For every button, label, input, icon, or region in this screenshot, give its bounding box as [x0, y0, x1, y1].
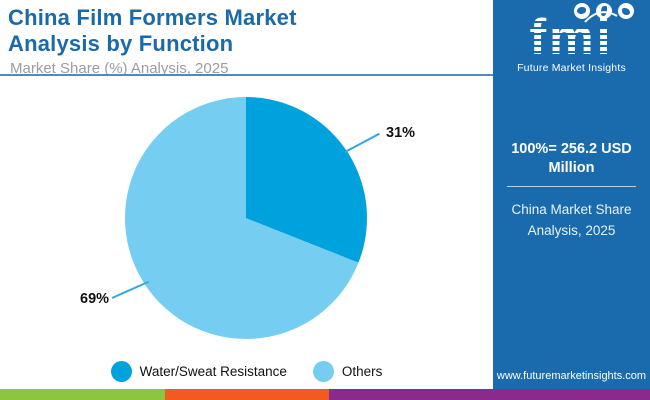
- stripe-segment-green: [0, 389, 165, 400]
- legend-label-others: Others: [341, 364, 383, 379]
- leader-line-water-sweat-resistance: [344, 132, 380, 153]
- page-title-line1: China Film Formers Market: [8, 5, 297, 30]
- logo-swoosh-icon: [583, 11, 618, 23]
- legend-item-others: Others: [312, 361, 383, 382]
- map-americas-icon: [574, 3, 590, 19]
- logo-tagline: Future Market Insights: [517, 62, 626, 74]
- pie-label-water-sweat-resistance: 31%: [386, 125, 416, 141]
- pie: [125, 97, 367, 339]
- sidebar-description: China Market Share Analysis, 2025: [499, 200, 644, 242]
- map-emea-icon: [596, 3, 612, 19]
- stripe-segment-purple: [329, 389, 650, 400]
- legend-swatch-others: [312, 361, 334, 382]
- logo-icons: [493, 3, 634, 21]
- market-size-stat: 100%= 256.2 USD Million: [511, 141, 632, 176]
- legend: Water/Sweat Resistance Others: [0, 361, 493, 382]
- page-title: China Film Formers Market Analysis by Fu…: [8, 5, 488, 57]
- map-apac-icon: [618, 3, 634, 19]
- legend-label-water-sweat-resistance: Water/Sweat Resistance: [139, 364, 287, 379]
- legend-swatch-water-sweat-resistance: [110, 361, 132, 382]
- fmi-logo: fmi Future Market Insights: [493, 3, 650, 74]
- page-subtitle: Market Share (%) Analysis, 2025: [10, 59, 229, 77]
- sidebar-description-line1: China Market Share: [511, 202, 632, 217]
- legend-item-water-sweat-resistance: Water/Sweat Resistance: [110, 361, 287, 382]
- pie-label-others: 69%: [80, 291, 110, 307]
- page-title-line2: Analysis by Function: [8, 30, 234, 56]
- sidebar-divider: [507, 186, 636, 187]
- sidebar: fmi Future Market Insights 100%= 256.2 U…: [493, 0, 650, 389]
- header: China Film Formers Market Analysis by Fu…: [8, 5, 488, 77]
- website-url: www.futuremarketinsights.com: [496, 370, 647, 382]
- footer-stripe: [0, 389, 650, 400]
- leader-line-others: [111, 280, 149, 299]
- stripe-segment-orange: [165, 389, 329, 400]
- header-divider: [0, 74, 493, 76]
- logo-text-wrap: fmi: [529, 11, 618, 62]
- sidebar-description-line2: Analysis, 2025: [527, 222, 616, 238]
